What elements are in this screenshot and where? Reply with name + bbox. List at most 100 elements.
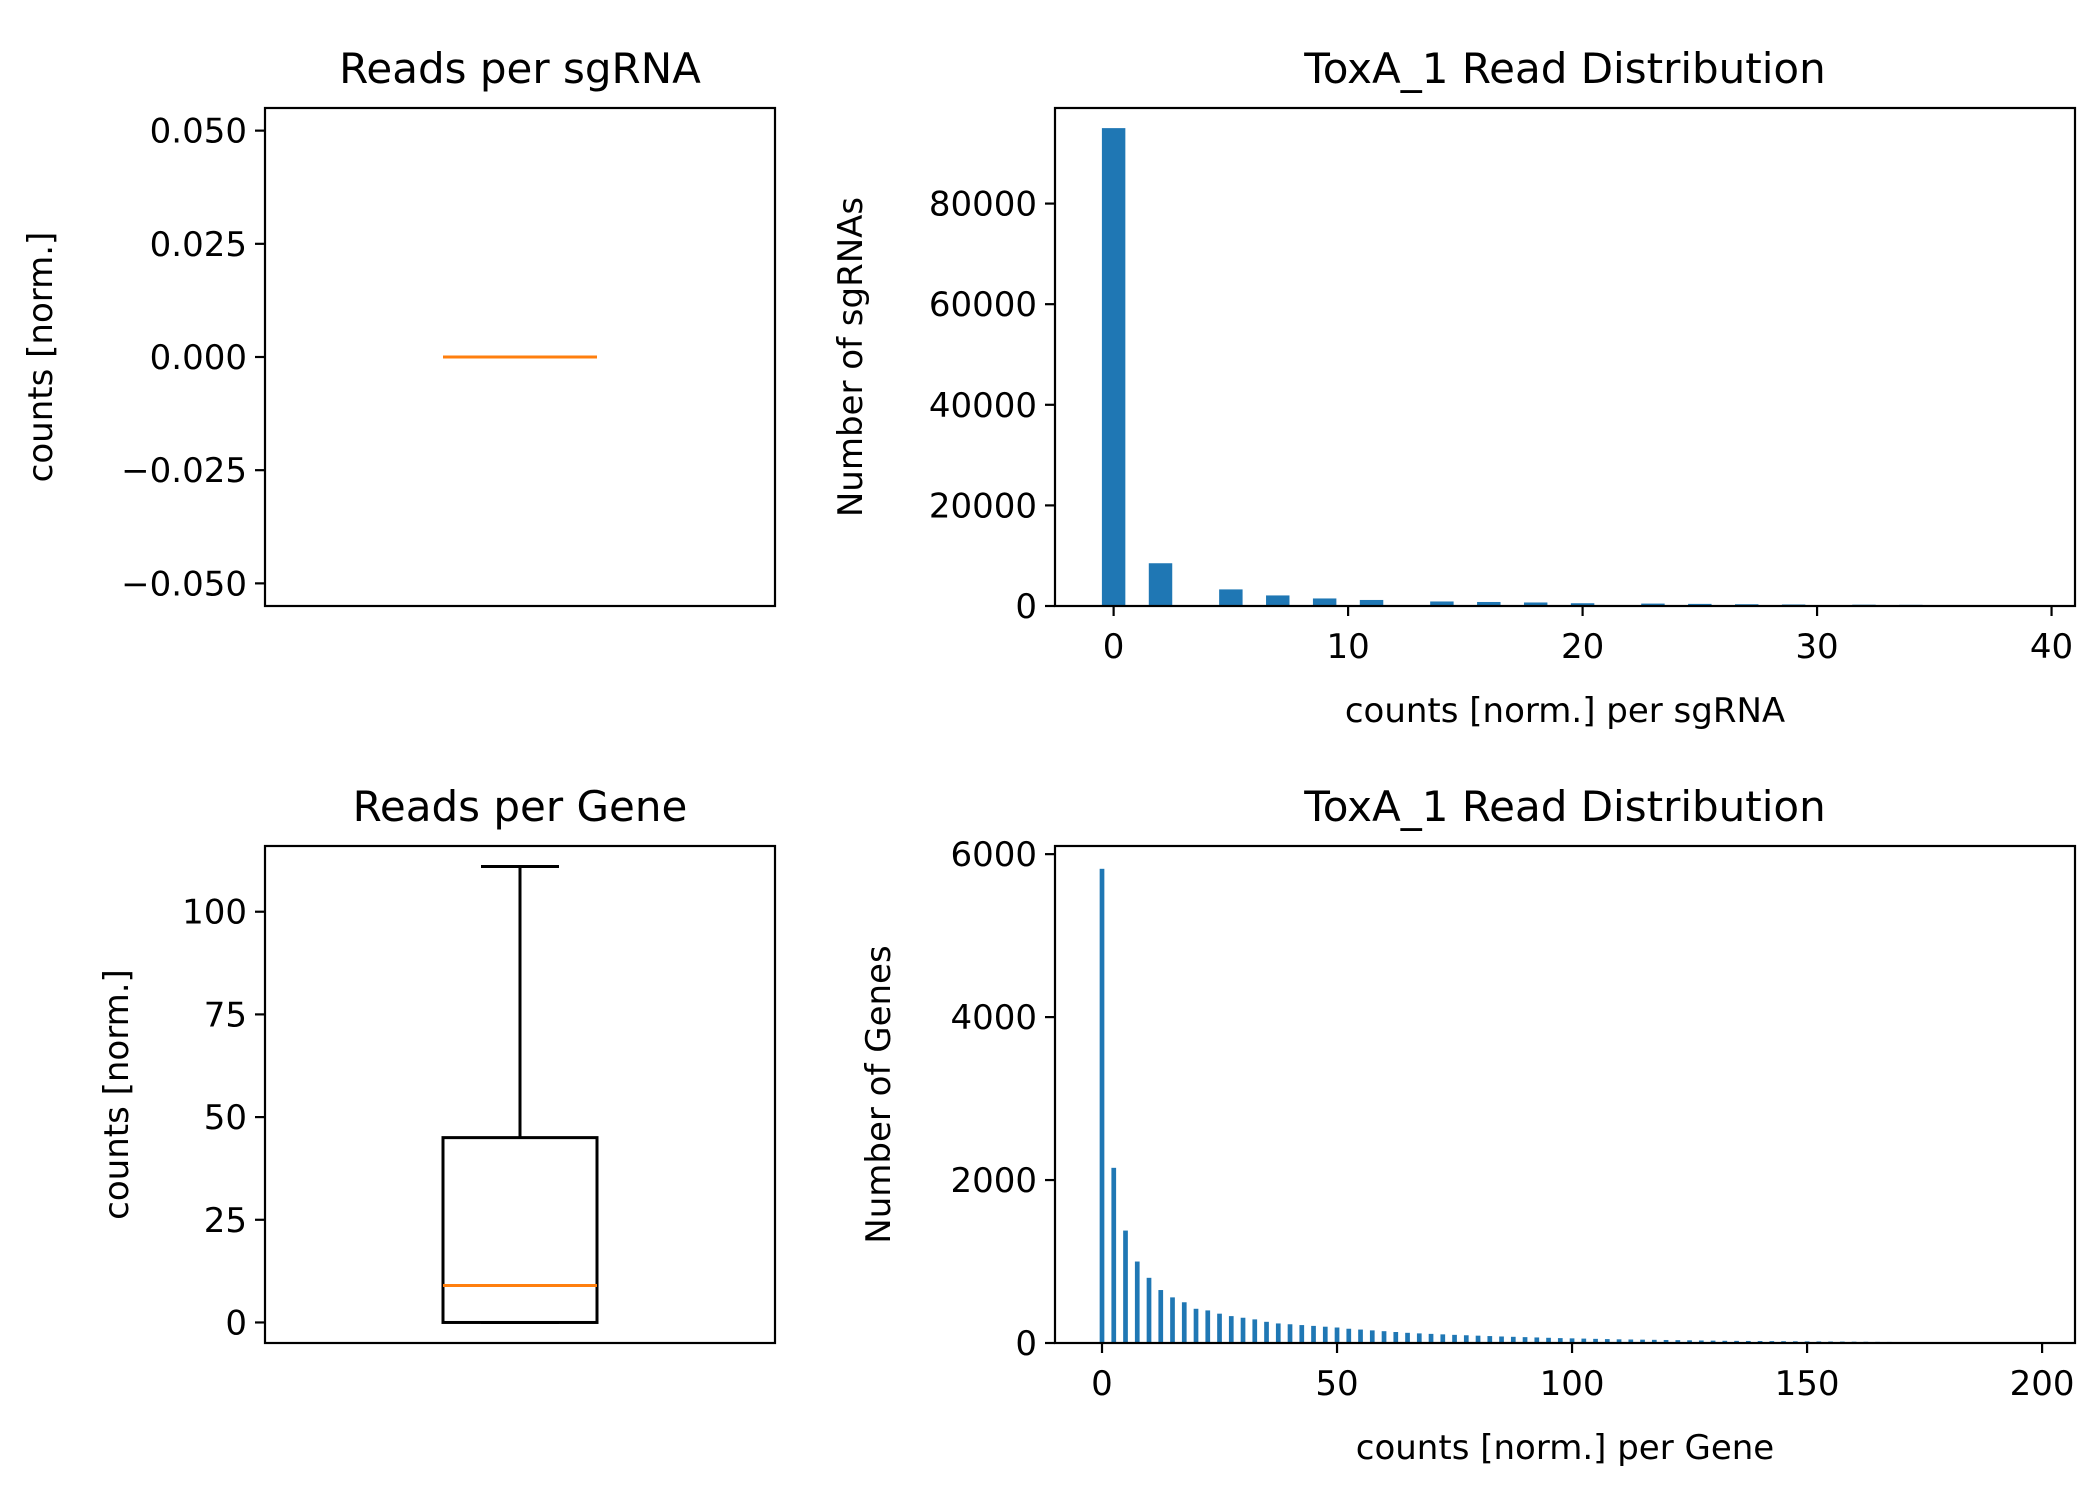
y-tick-label: 50 xyxy=(204,1098,247,1138)
bar xyxy=(1346,1328,1352,1343)
bar xyxy=(1616,1339,1622,1343)
bar xyxy=(1499,1336,1504,1343)
bar xyxy=(1393,1332,1399,1343)
bar xyxy=(1641,603,1665,606)
panel-sgrna-box: Reads per sgRNA counts [norm.] 0.050 0.025 0… xyxy=(21,44,777,608)
x-tick-label: 20 xyxy=(1561,627,1604,667)
y-axis-label: Number of sgRNAs xyxy=(831,197,871,517)
bar xyxy=(1463,1335,1469,1343)
bar xyxy=(1240,1317,1246,1343)
bar xyxy=(1111,1167,1117,1343)
bar xyxy=(1299,1325,1305,1343)
bar xyxy=(1487,1336,1493,1343)
bar xyxy=(1219,589,1243,606)
x-tick-label: 0 xyxy=(1091,1364,1113,1404)
y-tick-label: −0.050 xyxy=(121,564,247,604)
bar xyxy=(1101,128,1126,606)
x-tick-label: 0 xyxy=(1103,627,1125,667)
y-tick-label: 0.000 xyxy=(150,338,247,378)
y-tick-label: 25 xyxy=(204,1201,247,1241)
bar xyxy=(1275,1323,1281,1343)
bar xyxy=(1123,1230,1128,1343)
bar xyxy=(1651,1339,1657,1343)
bar xyxy=(1405,1332,1410,1343)
bar xyxy=(1593,1338,1598,1343)
bar xyxy=(1193,1308,1199,1343)
y-tick-label: 0 xyxy=(225,1303,247,1343)
bar xyxy=(1146,1277,1152,1343)
bar xyxy=(1228,1316,1234,1343)
bar xyxy=(1440,1334,1446,1343)
y-tick-label: 40000 xyxy=(929,386,1037,426)
box-plot xyxy=(441,865,599,1324)
bar xyxy=(1158,1290,1164,1343)
bar xyxy=(1266,595,1290,606)
bar xyxy=(1698,1340,1704,1343)
y-tick-label: 0.050 xyxy=(150,112,247,152)
bar xyxy=(1428,1333,1434,1343)
bar xyxy=(1546,1337,1551,1343)
bar xyxy=(1687,1340,1692,1343)
bar xyxy=(1475,1335,1481,1343)
y-tick-label: −0.025 xyxy=(121,451,247,491)
panel-title: ToxA_1 Read Distribution xyxy=(1303,782,1826,831)
bar xyxy=(1628,1339,1634,1343)
bar xyxy=(1581,1338,1587,1343)
y-tick-label: 0.025 xyxy=(150,225,247,265)
x-axis-label: counts [norm.] per sgRNA xyxy=(1345,691,1785,731)
panel-gene-box: Reads per Gene counts [norm.] 100 75 50 25 0 xyxy=(97,782,777,1345)
y-tick-label: 75 xyxy=(204,995,247,1035)
bar xyxy=(1675,1340,1681,1343)
x-tick-label: 10 xyxy=(1326,627,1369,667)
y-axis-label: counts [norm.] xyxy=(97,969,137,1220)
bar xyxy=(1510,1336,1516,1343)
bar xyxy=(1534,1337,1540,1343)
bar xyxy=(1181,1302,1187,1343)
bar xyxy=(1099,868,1105,1343)
plot-frame xyxy=(1053,106,2077,608)
bar xyxy=(1287,1324,1293,1343)
bars xyxy=(1101,128,2040,606)
x-tick-label: 40 xyxy=(2030,627,2073,667)
y-tick-label: 4000 xyxy=(950,998,1037,1038)
x-tick-label: 50 xyxy=(1315,1364,1358,1404)
bar xyxy=(1569,1338,1575,1343)
panel-title: ToxA_1 Read Distribution xyxy=(1303,44,1826,93)
bar xyxy=(1322,1326,1328,1343)
x-axis-label: counts [norm.] per Gene xyxy=(1356,1428,1774,1468)
y-tick-label: 80000 xyxy=(929,185,1037,225)
bar xyxy=(1570,603,1595,606)
y-tick-label: 60000 xyxy=(929,285,1037,325)
panel-title: Reads per sgRNA xyxy=(339,44,701,93)
bar xyxy=(1369,1330,1375,1343)
y-tick-label: 20000 xyxy=(929,486,1037,526)
bar xyxy=(1604,1339,1610,1343)
bar xyxy=(1430,601,1454,606)
bar xyxy=(1663,1339,1669,1343)
bar xyxy=(1452,1334,1457,1343)
box-iqr xyxy=(441,1136,599,1324)
plot-frame xyxy=(263,106,777,608)
bars xyxy=(1099,868,2033,1343)
plot-frame xyxy=(263,844,777,1345)
bar xyxy=(1557,1338,1563,1343)
bar xyxy=(1134,1261,1140,1343)
bar xyxy=(1416,1333,1422,1343)
bar xyxy=(1523,602,1548,606)
x-tick-label: 30 xyxy=(1795,627,1838,667)
panel-sgrna-hist: ToxA_1 Read Distribution Number of sgRNAs… xyxy=(831,44,2077,731)
panel-title: Reads per Gene xyxy=(353,782,688,831)
plot-frame xyxy=(1053,844,2077,1345)
bar xyxy=(1311,1325,1316,1343)
y-tick-label: 6000 xyxy=(950,835,1037,875)
y-axis-label: Number of Genes xyxy=(859,945,899,1243)
bar xyxy=(1359,599,1384,606)
x-tick-label: 100 xyxy=(1540,1364,1605,1404)
y-tick-label: 100 xyxy=(182,893,247,933)
x-tick-label: 150 xyxy=(1775,1364,1840,1404)
y-axis-label: counts [norm.] xyxy=(21,232,61,483)
bar xyxy=(1170,1297,1175,1343)
panel-gene-hist: ToxA_1 Read Distribution Number of Genes 0… xyxy=(859,782,2077,1468)
bar xyxy=(1710,1340,1716,1343)
